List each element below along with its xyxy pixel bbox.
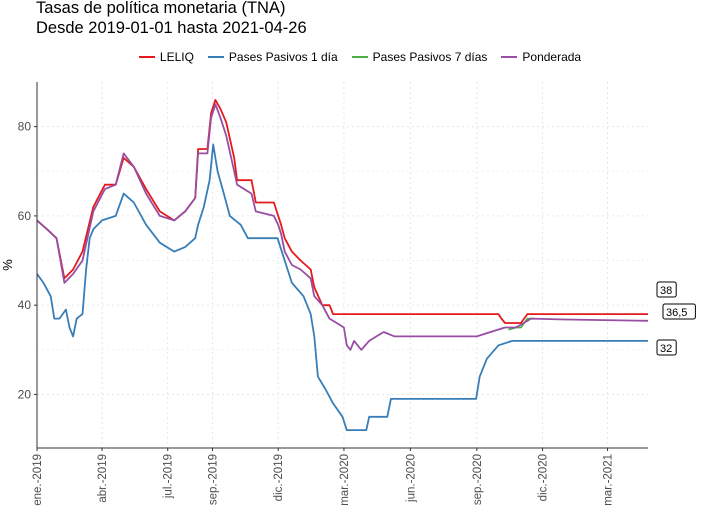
x-tick-label: jul.-2019	[163, 454, 175, 499]
x-tick-label: sep.-2019	[208, 454, 220, 505]
end-labels: 38 32 36,5	[656, 281, 696, 356]
legend: LELIQ Pases Pasivos 1 día Pases Pasivos 7 …	[0, 50, 720, 64]
axes	[36, 82, 648, 449]
series-line	[36, 103, 649, 351]
series-line	[36, 99, 648, 324]
x-tick-label: dic.-2019	[273, 454, 285, 501]
x-tick-label: sep.-2020	[472, 454, 484, 505]
chart-title-block: Tasas de política monetaria (TNA) Desde …	[36, 0, 307, 38]
legend-item: LELIQ	[138, 50, 194, 64]
legend-key	[351, 56, 368, 58]
y-tick-label: 40	[18, 298, 32, 312]
legend-label: Pases Pasivos 1 día	[228, 50, 338, 64]
y-tick-label: 80	[18, 120, 32, 134]
legend-item: Ponderada	[501, 50, 581, 64]
ticks: 20 40 60 80 ene.-2019 abr.-2019 jul.-2019 sep.-…	[18, 120, 615, 506]
series-line	[36, 143, 648, 431]
end-label-box	[656, 339, 677, 356]
x-tick-label: mar.-2021	[603, 454, 615, 506]
chart-title: Tasas de política monetaria (TNA)	[36, 0, 286, 17]
legend-item: Pases Pasivos 7 días	[351, 50, 488, 64]
legend-key	[501, 56, 518, 58]
chart-subtitle: Desde 2019-01-01 hasta 2021-04-26	[36, 19, 307, 37]
legend-item: Pases Pasivos 1 día	[207, 50, 338, 64]
legend-label: Pases Pasivos 7 días	[372, 50, 488, 64]
end-label: 32	[660, 343, 672, 355]
x-tick-label: mar.-2020	[339, 454, 351, 506]
x-tick-label: dic.-2020	[538, 454, 550, 501]
grid	[36, 82, 648, 448]
x-tick-label: ene.-2019	[32, 454, 44, 506]
end-label: 36,5	[666, 307, 687, 319]
end-label-box	[662, 303, 696, 320]
legend-label: Ponderada	[522, 50, 582, 64]
end-label: 38	[660, 285, 672, 297]
y-axis-label: %	[0, 259, 15, 271]
end-label-box	[656, 281, 677, 298]
y-tick-label: 20	[18, 387, 32, 401]
x-tick-label: jun.-2020	[405, 454, 417, 503]
legend-key	[207, 56, 224, 58]
x-tick-label: abr.-2019	[97, 454, 109, 503]
legend-label: LELIQ	[159, 50, 194, 64]
y-tick-label: 60	[18, 209, 32, 223]
series-lines	[36, 99, 649, 431]
legend-key	[138, 56, 155, 58]
